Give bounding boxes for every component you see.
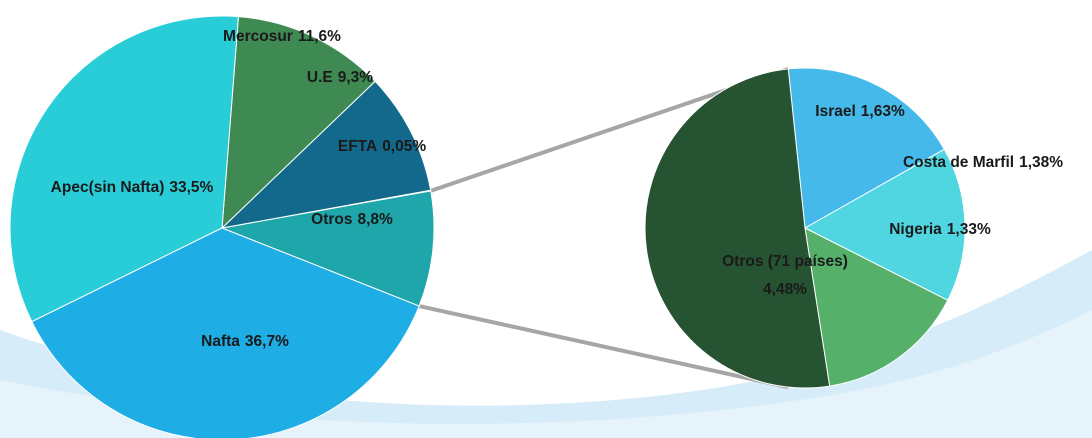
slice-label: EFTA 0,05% <box>338 138 426 155</box>
connector-line <box>418 304 789 390</box>
background-wave <box>0 250 1092 438</box>
slice-label: Apec(sin Nafta) 33,5% <box>51 179 214 196</box>
slice-value: 11,6% <box>298 28 341 45</box>
slice-value: 9,3% <box>338 69 374 86</box>
slice-label: Nafta 36,7% <box>201 333 289 350</box>
slice-label: Otros 8,8% <box>311 211 393 228</box>
slice-label: Otros (71 países) 4,48% <box>722 253 848 298</box>
slice-value: 0,05% <box>382 138 426 155</box>
slice-value: 33,5% <box>169 179 213 196</box>
slice-name: EFTA <box>338 138 377 155</box>
slice-value: 1,63% <box>861 103 905 120</box>
pie-slice <box>787 67 945 229</box>
slice-value: 1,33% <box>947 221 991 238</box>
background-wave <box>0 310 1092 438</box>
slice-name: Otros <box>311 211 352 228</box>
slice-name: Nafta <box>201 333 240 350</box>
slice-name: Nigeria <box>889 221 942 238</box>
slice-value: 36,7% <box>245 333 289 350</box>
slice-name: Costa de Marfil <box>903 154 1014 171</box>
slice-value: 4,48% <box>763 281 807 298</box>
slice-label: U.E 9,3% <box>307 69 373 86</box>
pie-slice <box>31 227 420 438</box>
slice-name: U.E <box>307 69 333 86</box>
pies <box>9 15 966 438</box>
pie-slice <box>220 190 435 307</box>
slice-label: Israel 1,63% <box>815 103 905 120</box>
labels: Otros 8,8% EFTA 0,05% U.E 9,3% Mercosur 11,6% Ap… <box>51 28 1064 350</box>
pie-slice <box>221 16 376 230</box>
pie-slice <box>804 227 949 387</box>
slice-value: 1,38% <box>1019 154 1063 171</box>
slice-name: Mercosur <box>223 28 293 45</box>
pie-slice <box>803 148 966 301</box>
slice-label: Nigeria 1,33% <box>889 221 991 238</box>
pie-slice <box>644 68 831 389</box>
slice-value: 8,8% <box>358 211 394 228</box>
slice-name: Apec(sin Nafta) <box>51 179 165 196</box>
pie-slice <box>9 15 239 323</box>
slice-name: Israel <box>815 103 856 120</box>
slice-name: Otros (71 países) <box>722 253 848 270</box>
slice-label: Mercosur 11,6% <box>223 28 341 45</box>
slice-label: Costa de Marfil 1,38% <box>903 154 1063 171</box>
pie-slice <box>220 80 432 229</box>
